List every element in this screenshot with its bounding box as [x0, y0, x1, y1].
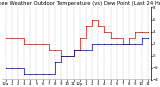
Title: Milwaukee Weather Outdoor Temperature (vs) Dew Point (Last 24 Hours): Milwaukee Weather Outdoor Temperature (v…: [0, 1, 160, 6]
